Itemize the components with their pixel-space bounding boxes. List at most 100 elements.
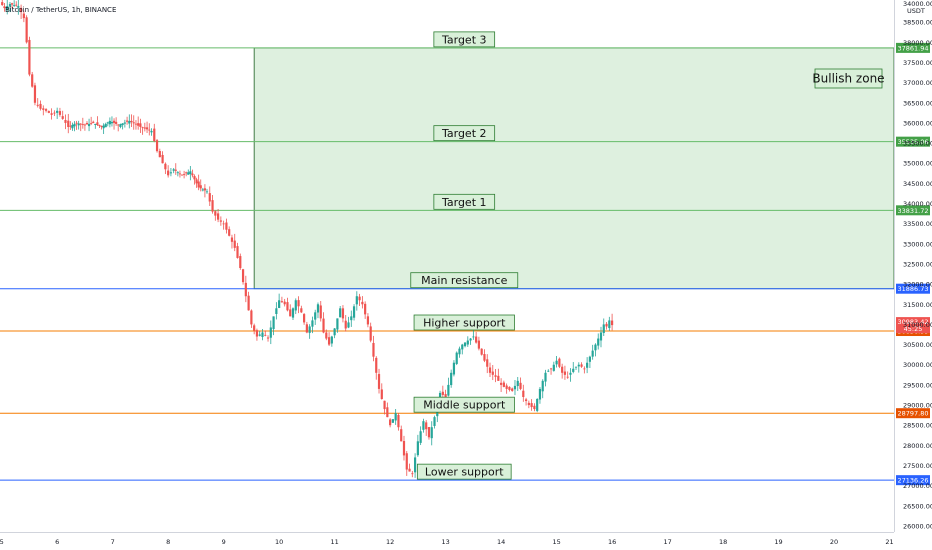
- candle: [294, 298, 297, 315]
- level-label-box: [433, 193, 496, 210]
- candle: [610, 313, 614, 331]
- price-tag-target-2: 35535.06: [896, 136, 930, 147]
- level-label-target-2: Target 2: [433, 125, 496, 142]
- candle: [199, 179, 202, 192]
- candle: [433, 415, 436, 429]
- candle: [83, 123, 87, 131]
- candle: [56, 107, 59, 119]
- countdown-text: 45:25: [904, 325, 923, 333]
- candle: [291, 307, 295, 320]
- bullish-zone[interactable]: [253, 47, 895, 290]
- candle: [469, 337, 472, 345]
- price-tag-text: 37861.94: [897, 44, 928, 52]
- candle: [455, 351, 458, 366]
- candle: [516, 376, 519, 391]
- candle: [369, 322, 372, 343]
- y-tick-label: 37500.00: [903, 59, 932, 67]
- candle: [145, 121, 149, 134]
- price-tag-box: [896, 205, 930, 216]
- price-axis[interactable]: 34000.00 USDT 37861.94 35535.06 33831.72 31…: [894, 0, 932, 532]
- candle: [330, 335, 333, 347]
- candle: [100, 125, 103, 130]
- candle: [419, 426, 422, 446]
- candle: [172, 167, 175, 174]
- x-tick-label: 17: [663, 538, 671, 546]
- candle: [588, 355, 591, 369]
- candle: [185, 171, 188, 177]
- candle: [355, 291, 358, 311]
- candle: [79, 123, 82, 132]
- candle: [574, 366, 578, 371]
- candle: [244, 275, 247, 303]
- candle: [461, 343, 464, 355]
- y-tick-label: 33500.00: [903, 220, 932, 228]
- candle: [411, 470, 414, 478]
- bullish-zone-label-box: [814, 68, 883, 89]
- candle: [219, 216, 222, 226]
- candle: [104, 122, 107, 128]
- candle: [269, 320, 272, 345]
- price-tag-text: 27136.26: [897, 477, 928, 485]
- y-tick-label: 36500.00: [903, 99, 932, 107]
- price-tag-box: [896, 408, 930, 419]
- candle: [561, 363, 564, 379]
- level-label-lower-support: Lower support: [416, 463, 512, 480]
- candle: [61, 110, 64, 120]
- candle: [602, 318, 605, 337]
- candle: [391, 419, 394, 423]
- candle: [544, 369, 547, 387]
- candle: [347, 316, 350, 329]
- candle: [169, 167, 173, 177]
- y-tick-label: 35500.00: [903, 140, 932, 148]
- candle: [64, 114, 67, 130]
- candle: [416, 434, 419, 457]
- candle: [208, 186, 211, 207]
- candle: [286, 297, 289, 312]
- candle: [81, 117, 84, 129]
- candle: [377, 368, 381, 394]
- y-tick-label: 33000.00: [903, 240, 932, 248]
- candle: [155, 138, 159, 153]
- x-tick-label: 19: [774, 538, 782, 546]
- candle: [69, 121, 72, 130]
- y-tick-label: 32000.00: [903, 281, 932, 289]
- candle: [413, 453, 417, 478]
- candle: [153, 123, 156, 143]
- y-tick-label: 36000.00: [903, 119, 932, 127]
- level-label-target-1: Target 1: [433, 193, 496, 210]
- candle: [405, 451, 408, 476]
- candle: [599, 326, 603, 348]
- candle: [402, 435, 406, 461]
- candle: [358, 293, 361, 306]
- candle: [33, 82, 37, 106]
- candle: [597, 333, 600, 350]
- candle: [58, 107, 62, 117]
- candle: [491, 365, 494, 381]
- candle: [180, 174, 184, 176]
- current-price-text: 30983.42: [897, 318, 928, 326]
- candle: [322, 312, 325, 334]
- time-axis[interactable]: 5 6 7 8 9 10 11 12 13 14 15 16 17 18 19 20 21: [0, 532, 894, 547]
- candle: [255, 328, 259, 341]
- x-tick-label: 20: [830, 538, 838, 546]
- y-tick-label: 35000.00: [903, 160, 932, 168]
- candle: [552, 361, 555, 372]
- candle: [605, 322, 608, 330]
- candle: [472, 329, 475, 340]
- candle: [422, 418, 425, 433]
- candle: [214, 210, 217, 221]
- candle: [311, 316, 314, 334]
- y-tick-label: 32500.00: [903, 260, 932, 268]
- level-label-text: Lower support: [425, 466, 504, 479]
- level-label-text: Target 1: [441, 196, 487, 209]
- level-label-box: [413, 314, 515, 331]
- candle: [128, 114, 131, 129]
- candle: [383, 400, 386, 415]
- candle: [300, 305, 303, 313]
- candle: [305, 321, 308, 334]
- price-tag-target-1: 33831.72: [896, 205, 930, 216]
- candle: [67, 113, 70, 134]
- price-tag-middle-support: 28797.80: [896, 408, 930, 419]
- candle: [319, 301, 322, 322]
